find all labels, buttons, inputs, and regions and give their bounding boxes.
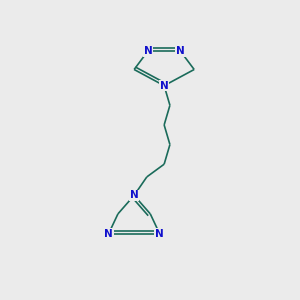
Text: N: N [155,229,164,238]
Text: N: N [144,46,152,56]
Text: N: N [104,229,113,238]
Text: N: N [130,190,139,200]
Text: N: N [176,46,185,56]
Text: N: N [160,81,169,91]
